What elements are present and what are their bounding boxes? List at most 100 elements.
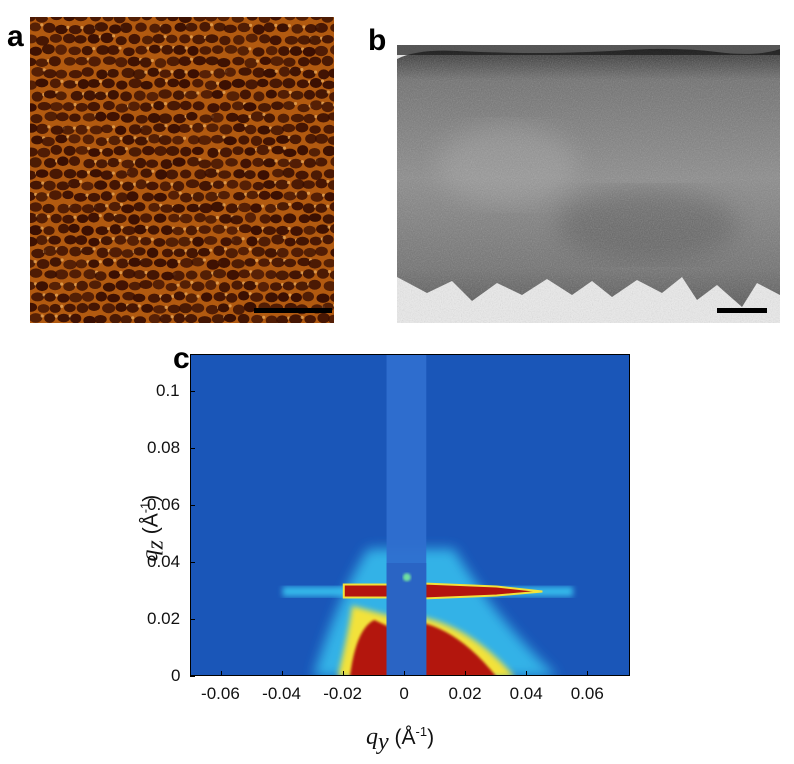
afm-ridge-highlight xyxy=(262,315,266,319)
afm-pore xyxy=(179,100,192,111)
afm-pore xyxy=(102,147,114,157)
afm-pore xyxy=(219,124,233,135)
afm-pore xyxy=(30,212,38,224)
y-tick-label: 0.1 xyxy=(156,381,180,401)
afm-pore-pattern xyxy=(30,17,334,323)
afm-pore xyxy=(238,67,252,76)
afm-pore xyxy=(245,33,258,43)
afm-ridge-highlight xyxy=(144,270,148,275)
afm-ridge-highlight xyxy=(119,202,124,207)
afm-pore xyxy=(250,203,262,213)
afm-pore xyxy=(70,313,82,323)
afm-pore xyxy=(309,56,322,66)
afm-pore xyxy=(243,102,257,112)
afm-pore xyxy=(212,224,226,234)
afm-pore xyxy=(55,24,68,35)
afm-pore xyxy=(165,237,179,248)
afm-pore xyxy=(127,17,141,22)
afm-pore xyxy=(83,90,96,101)
panel-letter-b: b xyxy=(368,24,387,57)
afm-pore xyxy=(108,135,121,146)
afm-pore xyxy=(277,89,290,99)
gisaxs-heatmap xyxy=(190,354,630,676)
afm-pore xyxy=(128,147,142,157)
afm-pore xyxy=(133,202,146,212)
afm-pore xyxy=(289,66,302,77)
afm-pore xyxy=(43,226,55,236)
afm-pore xyxy=(167,123,181,134)
afm-ridge-highlight xyxy=(300,67,304,72)
afm-pore xyxy=(31,66,45,77)
afm-pore xyxy=(102,56,116,65)
afm-pore xyxy=(302,180,315,189)
afm-pore xyxy=(127,235,140,246)
afm-pore xyxy=(31,292,45,302)
afm-pore xyxy=(204,168,218,178)
afm-pore xyxy=(191,146,204,156)
afm-pore xyxy=(89,169,103,178)
afm-pore xyxy=(135,179,147,190)
afm-ridge-highlight xyxy=(190,280,194,285)
afm-pore xyxy=(290,90,304,100)
afm-pore xyxy=(100,191,113,201)
afm-pore xyxy=(197,135,212,146)
afm-pore xyxy=(141,17,153,21)
afm-pore xyxy=(244,57,258,69)
afm-ridge-highlight xyxy=(72,126,76,130)
afm-ridge-highlight xyxy=(164,305,168,309)
afm-pore xyxy=(63,57,76,66)
afm-ridge-highlight xyxy=(98,260,102,264)
afm-pore xyxy=(271,101,284,110)
afm-pore xyxy=(116,192,129,203)
afm-ridge-highlight xyxy=(46,17,50,18)
y-tick-mark xyxy=(190,676,195,677)
afm-pore xyxy=(167,78,180,88)
afm-pore xyxy=(258,102,272,112)
afm-ridge-highlight xyxy=(286,180,291,185)
afm-ridge-highlight xyxy=(74,80,79,84)
afm-pore xyxy=(217,17,230,22)
afm-pore xyxy=(322,80,334,90)
afm-pore xyxy=(219,214,233,224)
afm-pore xyxy=(205,56,219,66)
afm-pore xyxy=(100,170,113,180)
afm-pore xyxy=(271,234,285,245)
afm-pore xyxy=(302,46,316,57)
afm-pore xyxy=(123,47,135,57)
afm-pore xyxy=(155,169,168,180)
afm-ridge-highlight xyxy=(182,136,187,140)
afm-ridge-highlight xyxy=(177,259,181,264)
afm-pore xyxy=(276,23,289,33)
afm-pore xyxy=(237,46,250,56)
tem-image xyxy=(397,45,780,323)
afm-pore xyxy=(75,145,89,155)
afm-pore xyxy=(95,291,107,302)
x-tick-label: 0 xyxy=(399,684,409,703)
afm-pore xyxy=(270,190,283,200)
afm-pore xyxy=(68,134,81,144)
afm-pore xyxy=(159,314,172,323)
x-tick-label: 0.04 xyxy=(509,684,543,703)
afm-pore xyxy=(218,170,232,179)
afm-pore xyxy=(89,17,102,22)
afm-pore xyxy=(55,44,67,55)
afm-pore xyxy=(243,280,257,291)
afm-pore xyxy=(321,17,334,23)
afm-pore xyxy=(224,67,236,77)
afm-pore xyxy=(258,190,271,200)
afm-ridge-highlight xyxy=(222,203,226,207)
afm-ridge-highlight xyxy=(228,304,232,308)
afm-ridge-highlight xyxy=(267,146,272,150)
afm-pore xyxy=(327,136,334,145)
afm-pore xyxy=(35,169,49,178)
afm-pore xyxy=(69,246,82,257)
afm-pore xyxy=(115,57,128,68)
afm-pore xyxy=(295,236,310,246)
afm-pore xyxy=(87,78,101,88)
afm-ridge-highlight xyxy=(118,158,122,163)
afm-pore xyxy=(198,316,212,323)
afm-ridge-highlight xyxy=(54,314,58,318)
afm-pore xyxy=(148,202,160,212)
afm-pore xyxy=(310,170,323,181)
afm-pore xyxy=(180,192,193,203)
